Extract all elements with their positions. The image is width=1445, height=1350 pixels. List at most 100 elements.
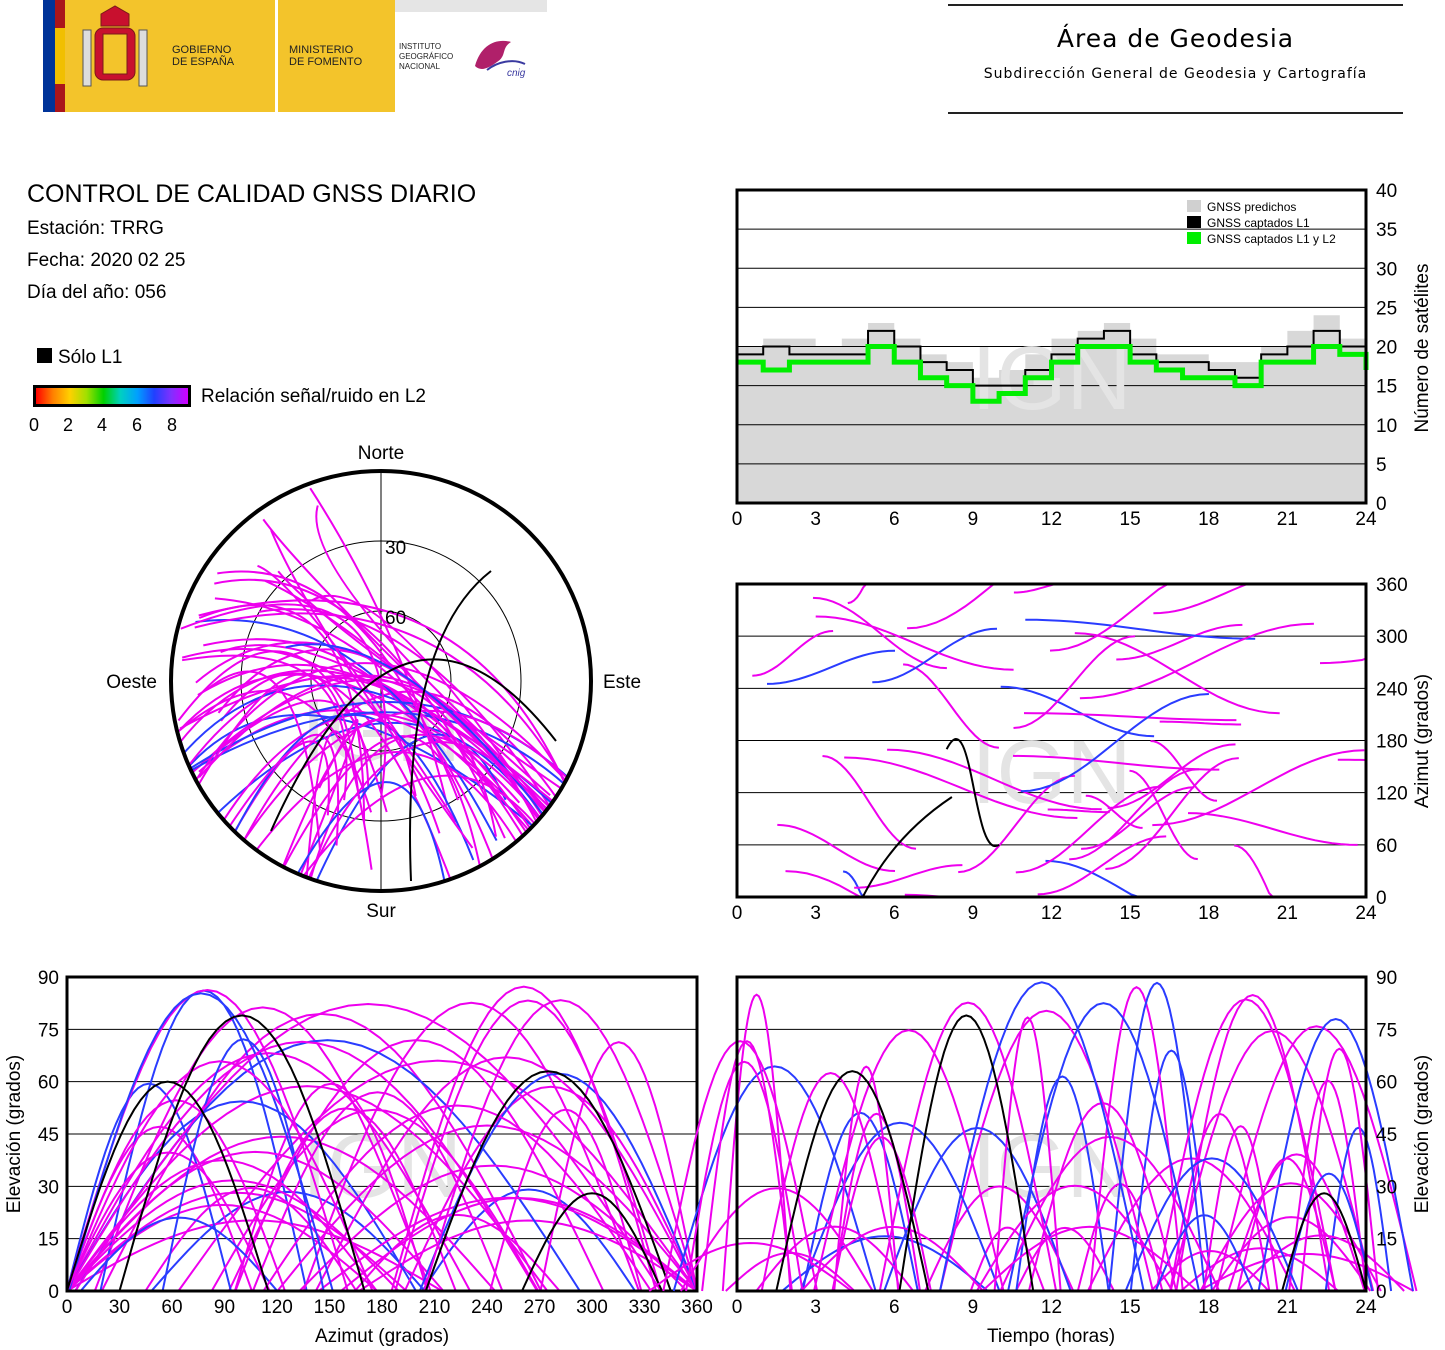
satellite-track [194,612,588,823]
x-tick-label: 9 [968,509,979,530]
watermark-text: IGN [971,723,1131,823]
satellite-track [1047,808,1110,814]
x-tick-label: 360 [681,1297,713,1318]
satellite-track [314,1056,698,1292]
satellite-track [302,730,373,891]
satellite-track [872,627,998,684]
satellite-track [220,644,579,823]
satellite-track [832,1112,921,1292]
y-tick-label: 180 [1376,732,1408,753]
satellite-track [1013,635,1136,729]
satellite-track [298,1164,688,1292]
satellite-track [939,981,1145,1292]
legend-label: GNSS captados L1 y L2 [1207,232,1336,246]
satellite-track [1069,768,1200,861]
satellite-track [721,993,792,1292]
satellite-track-l1 [945,738,1000,848]
sky-plot-chart: IGN Norte Sur Este Oeste 30 60 [106,443,641,922]
y-axis-title: Azimut (grados) [1412,674,1433,808]
y-tick-label: 120 [1376,784,1408,805]
x-tick-label: 0 [62,1297,73,1318]
satellite-track [150,1190,426,1292]
satellite-track [939,1009,1154,1292]
satellite-track [1105,757,1239,870]
satellite-track [1281,1192,1367,1292]
satellite-track [66,1060,374,1292]
sky-label-south: Sur [366,901,396,922]
satellite-track [981,1225,1198,1292]
satellite-track [701,1040,793,1292]
satellite-track [844,756,1078,819]
satellite-track [755,1225,914,1292]
satellite-track-l1 [409,570,492,882]
y-tick-label: 10 [1376,416,1397,437]
y-tick-label: 0 [1376,888,1387,909]
sky-label-ring-30: 30 [385,538,406,559]
satellite-track [1012,754,1220,771]
gov-label-1: GOBIERNO [172,44,232,56]
x-tick-label: 0 [732,1297,743,1318]
satellite-track-l1 [861,796,953,898]
x-tick-label: 3 [810,1297,821,1318]
area-title: Área de Geodesia [1056,24,1295,53]
satellite-track [1159,720,1242,726]
x-tick-label: 21 [1277,1297,1298,1318]
x-tick-label: 12 [1041,1297,1062,1318]
legend-swatch [1187,232,1201,244]
x-tick-label: 0 [732,509,743,530]
x-tick-label: 240 [471,1297,503,1318]
satellite-track [66,1080,270,1292]
satellite-track [1037,835,1167,896]
satellite-track [144,1186,358,1292]
sky-label-ring-60: 60 [385,608,406,629]
satellite-track [1155,998,1337,1292]
x-tick-label: 18 [1198,903,1219,924]
y-tick-label: 360 [1376,575,1408,596]
ign-logo: INSTITUTO GEOGRÁFICO NACIONAL cnig [395,0,547,112]
x-tick-label: 6 [889,903,900,924]
x-tick-label: 3 [810,509,821,530]
y-tick-label: 45 [1376,1125,1397,1146]
satellite-track [1154,1214,1254,1292]
satellite-track [1015,785,1162,874]
x-tick-label: 21 [1277,903,1298,924]
x-tick-label: 15 [1120,1297,1141,1318]
satellite-track [217,570,460,801]
satellite-track [1025,618,1256,640]
date-label: Fecha: 2020 02 25 [27,250,186,271]
satellite-track [539,1041,698,1292]
satellite-track [993,1016,1062,1292]
satellite-track [66,1082,232,1292]
x-tick-label: 30 [109,1297,130,1318]
x-tick-label: 60 [161,1297,182,1318]
legend-swatch [1187,216,1201,228]
satellite-track [833,1065,900,1292]
sky-plot-tracks: IGN [176,471,590,891]
satellite-track [242,781,448,891]
satellite-track [902,663,1000,749]
satellite-track [195,619,498,842]
x-tick-label: 18 [1198,509,1219,530]
ministry-label-1: MINISTERIO [289,44,354,56]
y-tick-label: 35 [1376,220,1397,241]
satellite-track [1074,632,1280,715]
sky-label-east: Este [603,672,641,693]
satellite-track [1227,1153,1366,1292]
satellite-track-l1 [270,658,557,832]
satellite-track [211,709,579,891]
satellite-track [662,1040,819,1292]
y-tick-label: 15 [1376,1230,1397,1251]
satellite-track [1089,986,1184,1292]
satellite-track [118,1014,366,1292]
legend-swatch [1187,200,1201,212]
y-tick-label: 90 [38,968,59,989]
satellite-track [270,529,474,849]
legend-label: GNSS captados L1 [1207,216,1310,230]
x-tick-label: 270 [524,1297,556,1318]
satellite-track [354,1213,561,1292]
satellite-track [1020,693,1209,793]
eu-stars-bar [43,0,55,112]
